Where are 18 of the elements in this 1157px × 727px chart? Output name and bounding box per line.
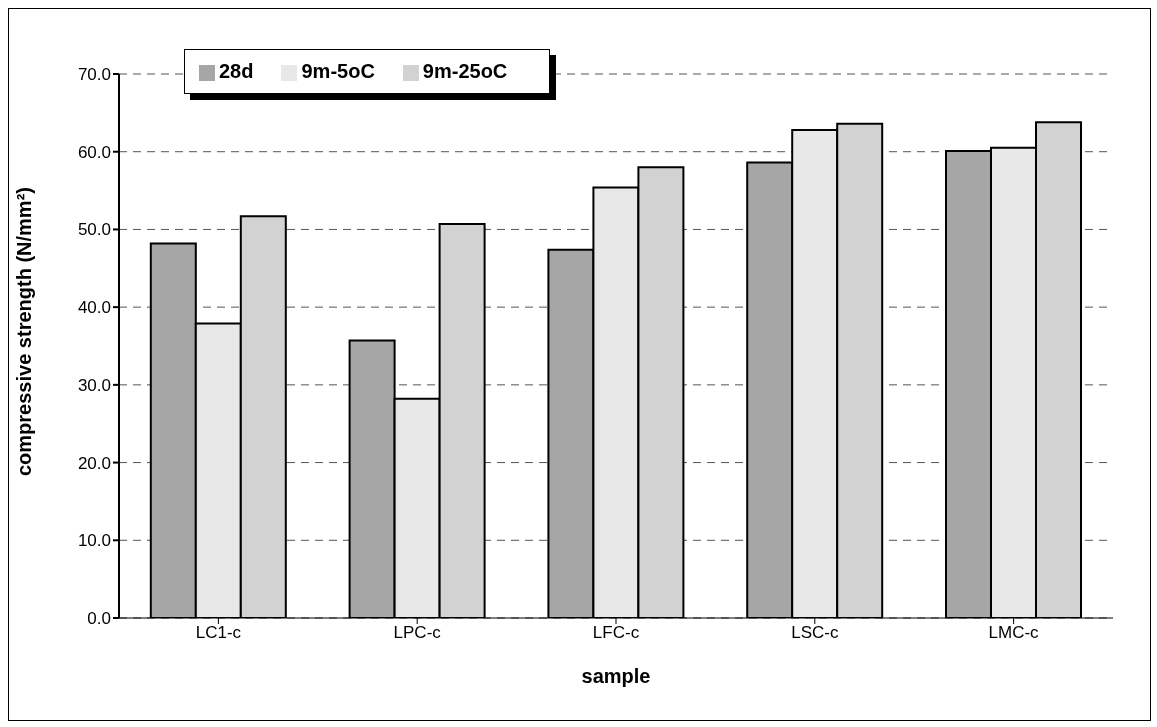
y-tick-label: 60.0 <box>77 142 111 162</box>
x-axis-title: sample <box>581 665 651 687</box>
y-axis-title: compressive strength (N/mm²) <box>13 187 36 476</box>
legend-label: 9m-25oC <box>422 60 508 82</box>
y-tick-label: 50.0 <box>77 220 111 240</box>
x-tick-label: LMC-c <box>988 623 1040 643</box>
legend-label: 9m-5oC <box>301 60 375 82</box>
x-tick-label: LSC-c <box>791 623 839 643</box>
y-tick-label: 20.0 <box>77 453 111 473</box>
y-tick-label: 30.0 <box>77 375 111 395</box>
x-tick-label: LPC-c <box>393 623 442 643</box>
legend-label: 28d <box>219 60 254 82</box>
y-tick-label: 70.0 <box>77 65 111 85</box>
x-tick-label: LC1-c <box>195 623 242 643</box>
y-tick-label: 10.0 <box>77 531 111 551</box>
y-tick-label: 40.0 <box>77 298 111 318</box>
x-tick-label: LFC-c <box>592 623 640 643</box>
y-tick-label: 0.0 <box>87 609 111 629</box>
